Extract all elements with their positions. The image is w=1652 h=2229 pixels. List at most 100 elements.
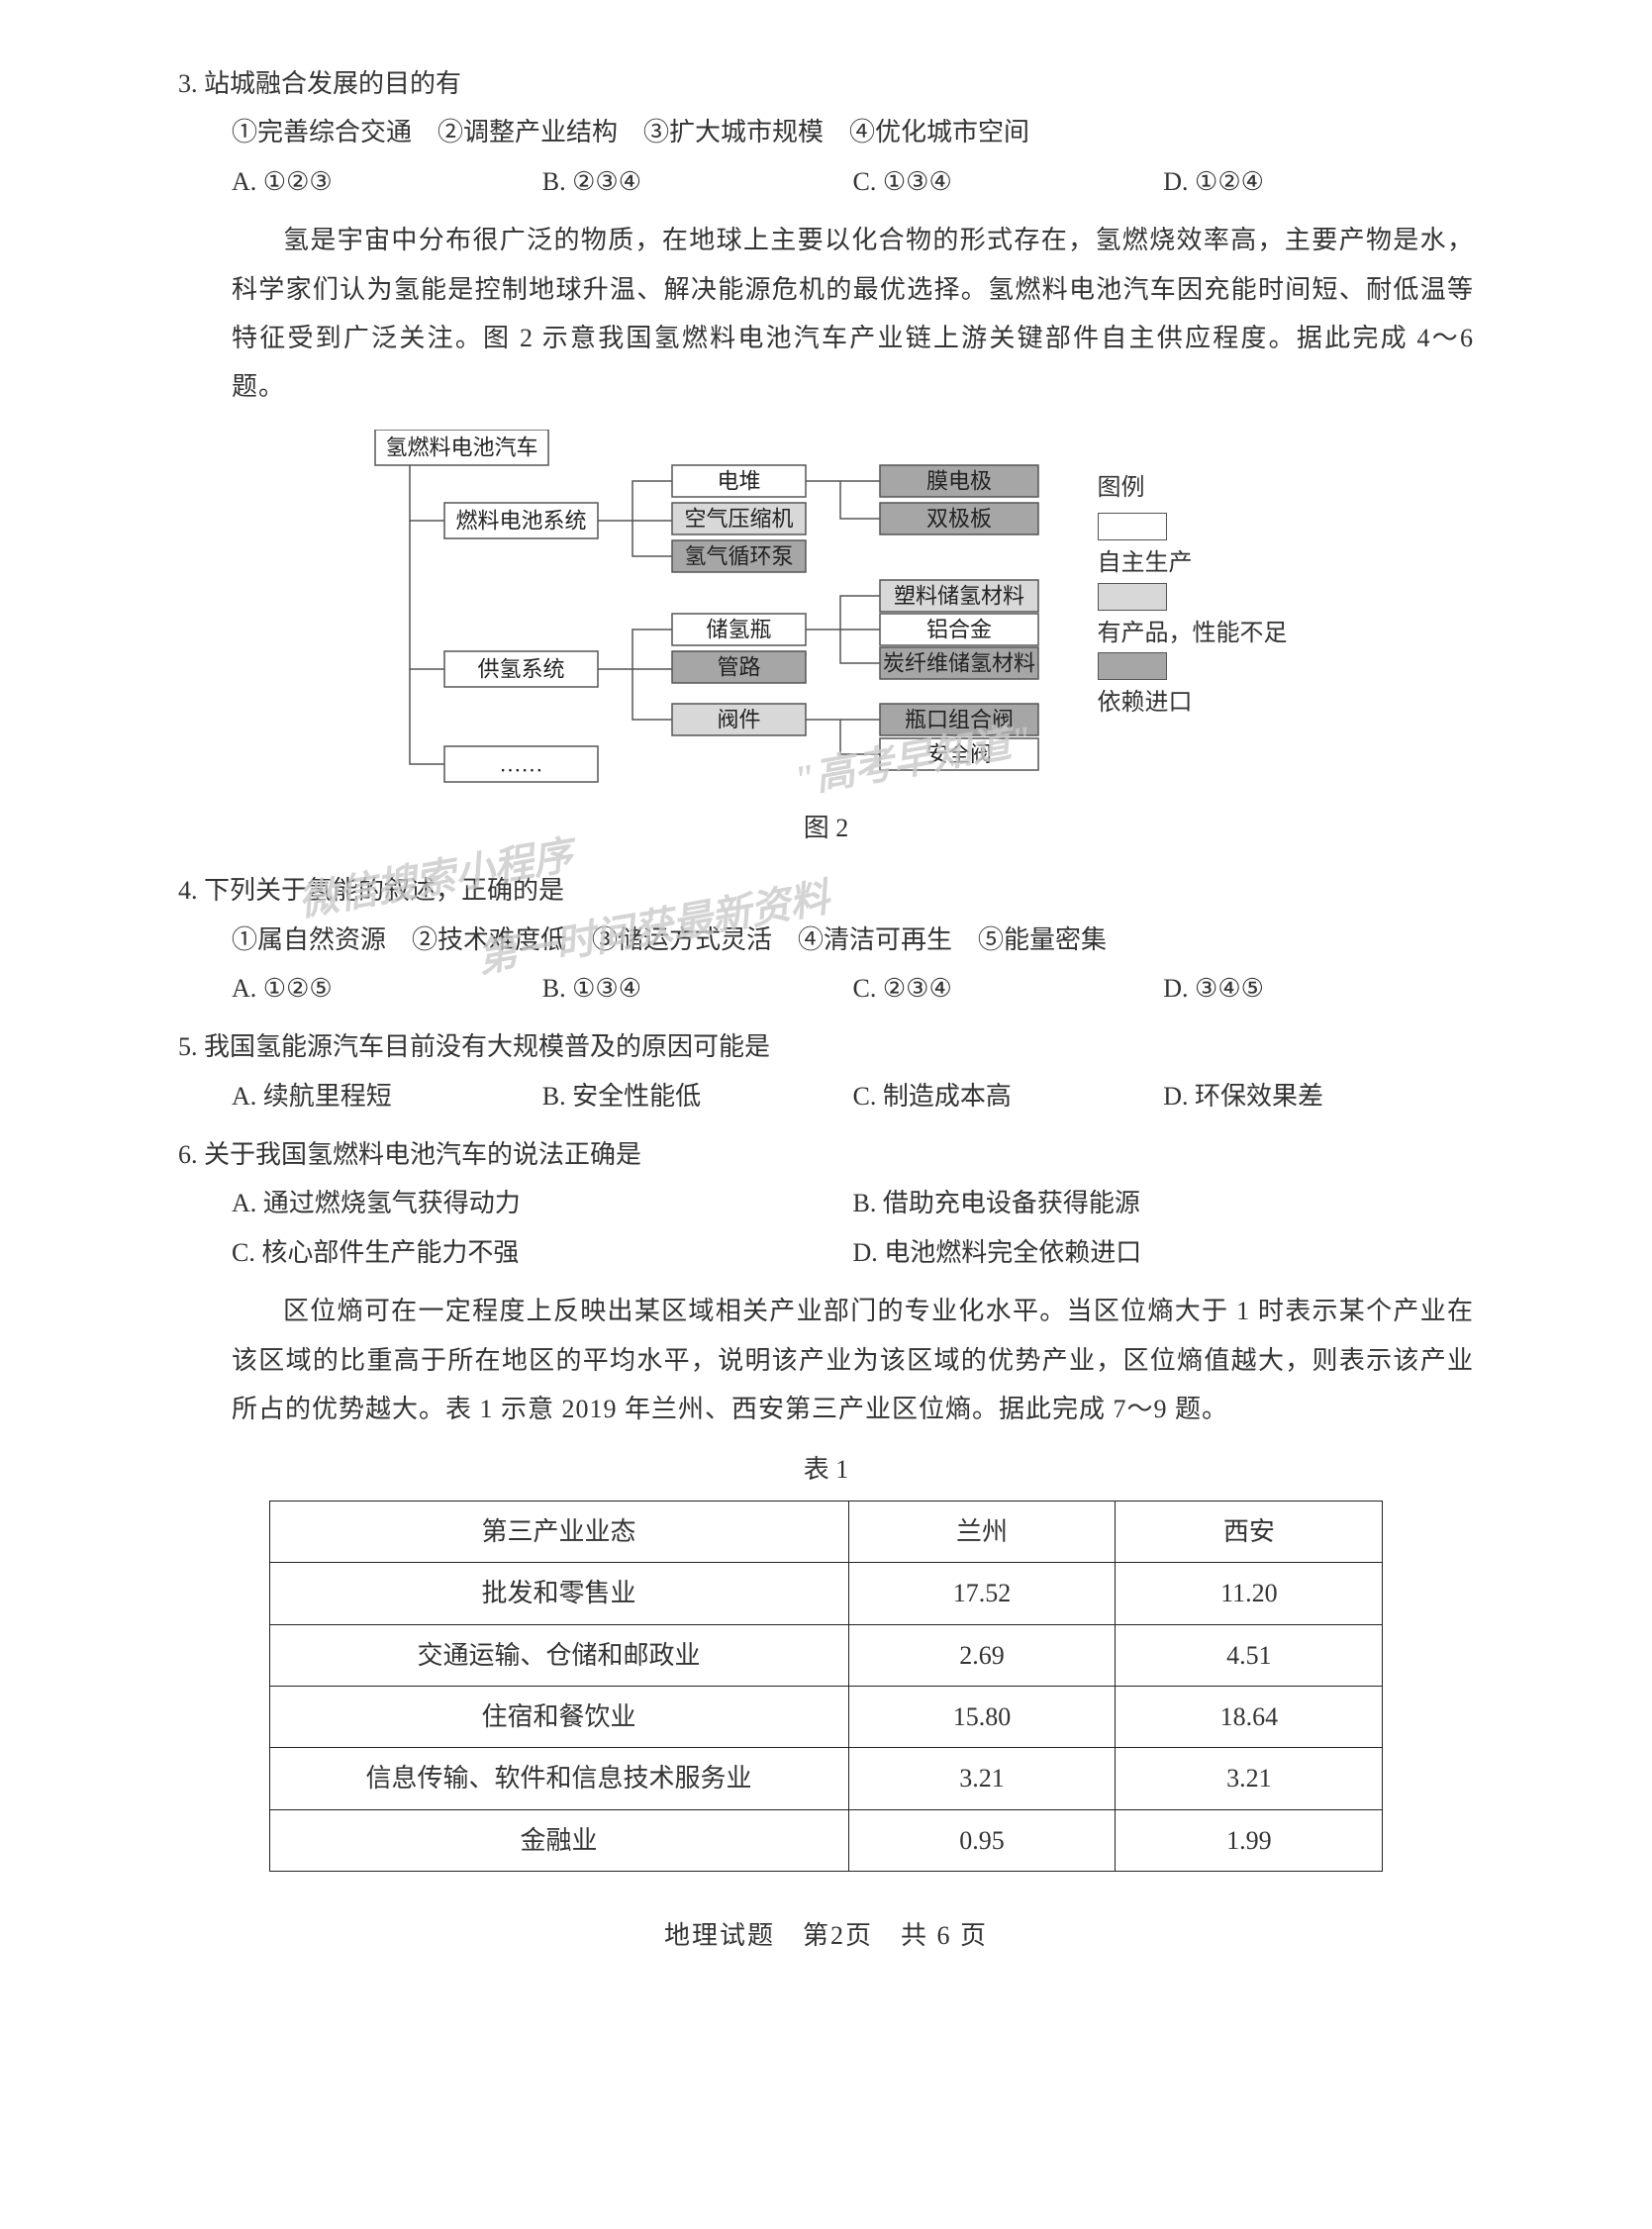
figure-2-wrap: 氢燃料电池汽车燃料电池系统供氢系统……电堆空气压缩机氢气循环泵储氢瓶管路阀件膜电… (178, 430, 1474, 796)
table-cell: 批发和零售业 (269, 1563, 848, 1624)
table-1: 第三产业业态 兰州 西安 批发和零售业17.5211.20交通运输、仓储和邮政业… (269, 1501, 1384, 1872)
q4-items: ①属自然资源 ②技术难度低 ③储运方式灵活 ④清洁可再生 ⑤能量密集 (178, 916, 1474, 964)
node-label-root: 氢燃料电池汽车 (385, 435, 537, 459)
q6-opt-a: A. 通过燃烧氢气获得动力 (232, 1179, 853, 1227)
table-cell: 0.95 (848, 1809, 1116, 1871)
q6-opt-b: B. 借助充电设备获得能源 (853, 1179, 1475, 1227)
node-label-aircomp: 空气压缩机 (684, 506, 793, 531)
connector-line (598, 630, 672, 669)
q6-options-cd: C. 核心部件生产能力不强 D. 电池燃料完全依赖进口 (178, 1228, 1474, 1277)
connector-line (632, 521, 672, 556)
legend-label: 依赖进口 (1098, 684, 1288, 722)
question-6: 6. 关于我国氢燃料电池汽车的说法正确是 A. 通过燃烧氢气获得动力 B. 借助… (178, 1130, 1474, 1277)
node-label-more: …… (499, 751, 542, 776)
table-row: 金融业0.951.99 (269, 1809, 1383, 1871)
q3-options: A. ①②③ B. ②③④ C. ①③④ D. ①②④ (178, 157, 1474, 206)
q4-opt-a: A. ①②⑤ (232, 964, 542, 1013)
node-label-valve: 阀件 (717, 707, 760, 731)
table-cell: 住宿和餐饮业 (269, 1686, 848, 1747)
legend-title: 图例 (1098, 469, 1288, 507)
q3-opt-b: B. ②③④ (542, 157, 853, 206)
table-cell: 2.69 (848, 1624, 1116, 1686)
q5-opt-a: A. 续航里程短 (232, 1072, 542, 1120)
table-row: 住宿和餐饮业15.8018.64 (269, 1686, 1383, 1747)
table-1-caption: 表 1 (178, 1445, 1474, 1494)
node-label-plastic: 塑料储氢材料 (893, 583, 1023, 608)
connector-line (410, 465, 444, 521)
col-industry: 第三产业业态 (269, 1501, 848, 1562)
q4-stem: 4. 下列关于氢能的叙述，正确的是 (178, 866, 1474, 915)
connector-line (840, 481, 880, 519)
passage-hydrogen: 氢是宇宙中分布很广泛的物质，在地球上主要以化合物的形式存在，氢燃烧效率高，主要产… (178, 216, 1474, 412)
question-4: 4. 下列关于氢能的叙述，正确的是 ①属自然资源 ②技术难度低 ③储运方式灵活 … (178, 866, 1474, 1013)
connector-line (840, 630, 880, 663)
node-label-pipe: 管路 (717, 654, 760, 679)
diagram-legend: 图例 自主生产有产品，性能不足依赖进口 (1098, 430, 1288, 723)
table-cell: 3.21 (1116, 1748, 1383, 1809)
q4-opt-d: D. ③④⑤ (1163, 964, 1474, 1013)
q6-opt-d: D. 电池燃料完全依赖进口 (853, 1228, 1475, 1277)
q3-opt-d: D. ①②④ (1163, 157, 1474, 206)
node-label-tank: 储氢瓶 (706, 617, 771, 641)
supply-chain-tree: 氢燃料电池汽车燃料电池系统供氢系统……电堆空气压缩机氢气循环泵储氢瓶管路阀件膜电… (365, 430, 1078, 796)
q5-options: A. 续航里程短 B. 安全性能低 C. 制造成本高 D. 环保效果差 (178, 1072, 1474, 1120)
node-label-h2sys: 供氢系统 (477, 656, 564, 681)
legend-label: 自主生产 (1098, 544, 1288, 582)
legend-swatch (1098, 583, 1167, 611)
q3-stem: 3. 站城融合发展的目的有 (178, 59, 1474, 108)
table-cell: 17.52 (848, 1563, 1116, 1624)
node-label-fcsys: 燃料电池系统 (455, 508, 586, 533)
node-label-safev: 安全阀 (925, 741, 991, 766)
q3-opt-a: A. ①②③ (232, 157, 542, 206)
q3-opt-c: C. ①③④ (853, 157, 1164, 206)
node-label-portv: 瓶口组合阀 (904, 707, 1013, 731)
table-cell: 1.99 (1116, 1809, 1383, 1871)
figure-2-diagram: 氢燃料电池汽车燃料电池系统供氢系统……电堆空气压缩机氢气循环泵储氢瓶管路阀件膜电… (365, 430, 1288, 796)
q4-opt-b: B. ①③④ (542, 964, 853, 1013)
q6-stem: 6. 关于我国氢燃料电池汽车的说法正确是 (178, 1130, 1474, 1179)
node-label-bipolar: 双极板 (925, 506, 991, 531)
legend-swatch (1098, 652, 1167, 680)
connector-line (806, 596, 880, 630)
q5-opt-d: D. 环保效果差 (1163, 1072, 1474, 1120)
connector-line (598, 481, 672, 521)
table-header-row: 第三产业业态 兰州 西安 (269, 1501, 1383, 1562)
table-cell: 15.80 (848, 1686, 1116, 1747)
table-cell: 11.20 (1116, 1563, 1383, 1624)
table-cell: 信息传输、软件和信息技术服务业 (269, 1748, 848, 1809)
q6-options-ab: A. 通过燃烧氢气获得动力 B. 借助充电设备获得能源 (178, 1179, 1474, 1227)
q5-opt-b: B. 安全性能低 (542, 1072, 853, 1120)
node-label-mea: 膜电极 (925, 468, 991, 493)
table-cell: 3.21 (848, 1748, 1116, 1809)
q3-items: ①完善综合交通 ②调整产业结构 ③扩大城市规模 ④优化城市空间 (178, 108, 1474, 156)
legend-label: 有产品，性能不足 (1098, 615, 1288, 652)
question-3: 3. 站城融合发展的目的有 ①完善综合交通 ②调整产业结构 ③扩大城市规模 ④优… (178, 59, 1474, 206)
connector-line (840, 720, 880, 754)
table-cell: 4.51 (1116, 1624, 1383, 1686)
col-xian: 西安 (1116, 1501, 1383, 1562)
table-cell: 金融业 (269, 1809, 848, 1871)
q5-opt-c: C. 制造成本高 (853, 1072, 1164, 1120)
connector-line (410, 521, 444, 669)
table-cell: 18.64 (1116, 1686, 1383, 1747)
passage-location-quotient: 区位熵可在一定程度上反映出某区域相关产业部门的专业化水平。当区位熵大于 1 时表… (178, 1287, 1474, 1433)
table-row: 交通运输、仓储和邮政业2.694.51 (269, 1624, 1383, 1686)
document-page: 3. 站城融合发展的目的有 ①完善综合交通 ②调整产业结构 ③扩大城市规模 ④优… (178, 59, 1474, 1961)
q4-options: A. ①②⑤ B. ①③④ C. ②③④ D. ③④⑤ (178, 964, 1474, 1013)
col-lanzhou: 兰州 (848, 1501, 1116, 1562)
connector-line (410, 669, 444, 764)
figure-2-caption: 图 2 (178, 804, 1474, 852)
table-row: 批发和零售业17.5211.20 (269, 1563, 1383, 1624)
question-5: 5. 我国氢能源汽车目前没有大规模普及的原因可能是 A. 续航里程短 B. 安全… (178, 1022, 1474, 1120)
page-footer: 地理试题 第2页 共 6 页 (178, 1911, 1474, 1960)
table-row: 信息传输、软件和信息技术服务业3.213.21 (269, 1748, 1383, 1809)
q5-stem: 5. 我国氢能源汽车目前没有大规模普及的原因可能是 (178, 1022, 1474, 1071)
legend-swatch (1098, 513, 1167, 540)
connector-line (632, 669, 672, 720)
node-label-al: 铝合金 (925, 617, 991, 641)
q4-opt-c: C. ②③④ (853, 964, 1164, 1013)
q6-opt-c: C. 核心部件生产能力不强 (232, 1228, 853, 1277)
table-cell: 交通运输、仓储和邮政业 (269, 1624, 848, 1686)
node-label-cf: 炭纤维储氢材料 (882, 650, 1034, 675)
node-label-h2pump: 氢气循环泵 (684, 543, 793, 568)
